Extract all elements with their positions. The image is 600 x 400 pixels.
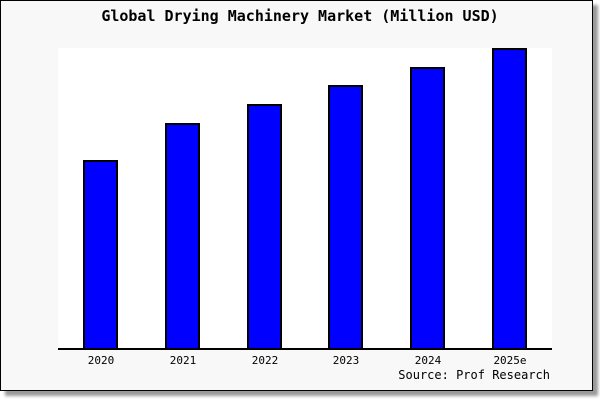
x-tick-label-2023: 2023 <box>332 354 360 367</box>
bar-2023 <box>328 85 363 348</box>
x-tick-label-2022: 2022 <box>251 354 279 367</box>
bar-2022 <box>247 104 282 348</box>
bar-2024 <box>410 67 445 348</box>
x-axis-labels: 2020 2021 2022 2023 2024 2025e <box>58 354 552 368</box>
x-tick-label-2020: 2020 <box>87 354 115 367</box>
bar-2025e <box>492 48 527 348</box>
x-tick-label-2025e: 2025e <box>493 354 527 367</box>
plot-area <box>58 48 552 350</box>
source-caption: Source: Prof Research <box>398 368 550 382</box>
x-tick-label-2021: 2021 <box>169 354 197 367</box>
bar-2020 <box>83 160 118 348</box>
chart-title: Global Drying Machinery Market (Million … <box>101 7 499 25</box>
bar-2021 <box>165 123 200 348</box>
x-tick-label-2024: 2024 <box>414 354 442 367</box>
